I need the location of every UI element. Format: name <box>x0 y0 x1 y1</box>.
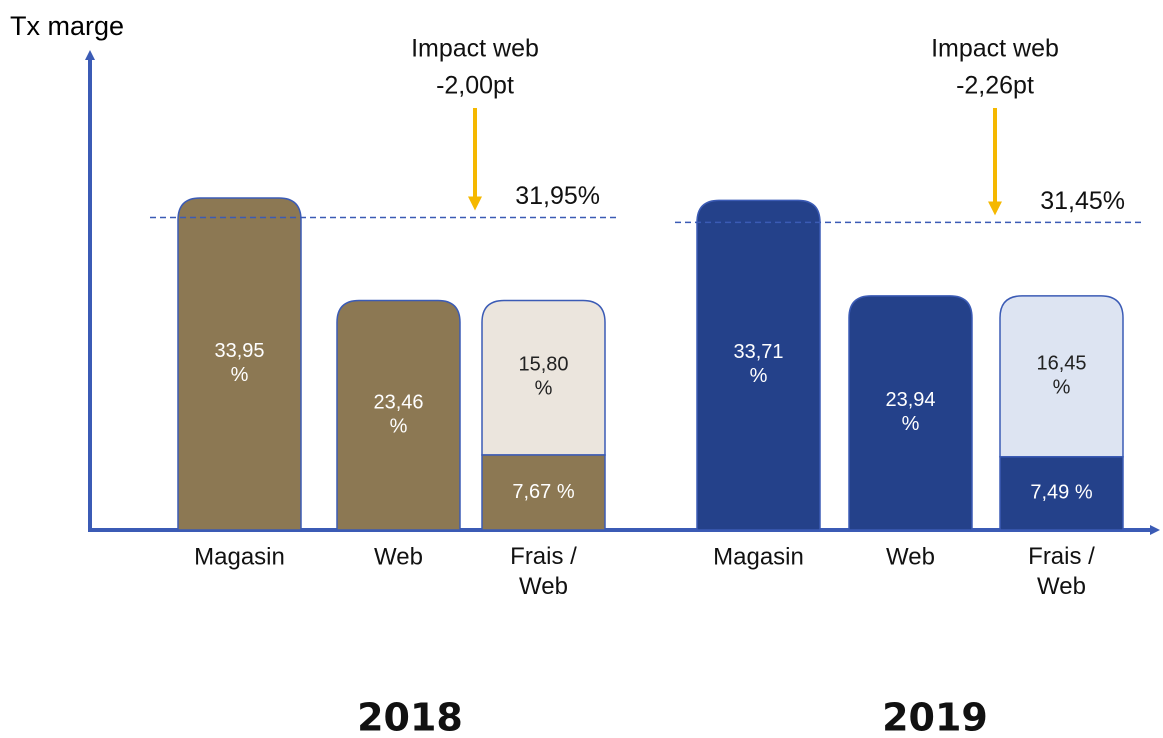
value-label: 23,94% <box>885 389 935 435</box>
reference-label: 31,95% <box>515 182 600 210</box>
bar <box>177 197 302 531</box>
bar-segment <box>999 455 1124 531</box>
value-label: 23,46% <box>373 392 423 438</box>
bar-segment <box>481 454 606 531</box>
group-title: 2019 <box>882 696 988 738</box>
value-label: 7,49 % <box>1030 482 1092 504</box>
bar <box>336 299 461 531</box>
bar <box>696 199 821 531</box>
x-tick-label: Frais / Web <box>510 543 577 600</box>
x-tick-label: Web <box>886 543 935 570</box>
bar-segment <box>481 299 606 456</box>
y-axis-label: Tx marge <box>10 11 124 41</box>
value-label: 33,95% <box>214 340 264 386</box>
annotation: -2,26pt <box>956 72 1034 100</box>
bar <box>848 295 973 531</box>
annotation: Impact web <box>931 35 1059 63</box>
value-label: 33,71% <box>733 341 783 387</box>
annotation: -2,00pt <box>436 72 514 100</box>
x-tick-label: Web <box>374 543 423 570</box>
annotation: Impact web <box>411 35 539 63</box>
reference-label: 31,45% <box>1040 187 1125 215</box>
bar-segment <box>999 295 1124 458</box>
value-label: 15,80% <box>518 354 568 400</box>
group-title: 2018 <box>357 696 463 738</box>
x-tick-label: Magasin <box>194 543 285 570</box>
x-tick-label: Frais / Web <box>1028 543 1095 600</box>
value-label: 16,45% <box>1036 353 1086 399</box>
value-label: 7,67 % <box>512 481 574 503</box>
x-tick-label: Magasin <box>713 543 804 570</box>
